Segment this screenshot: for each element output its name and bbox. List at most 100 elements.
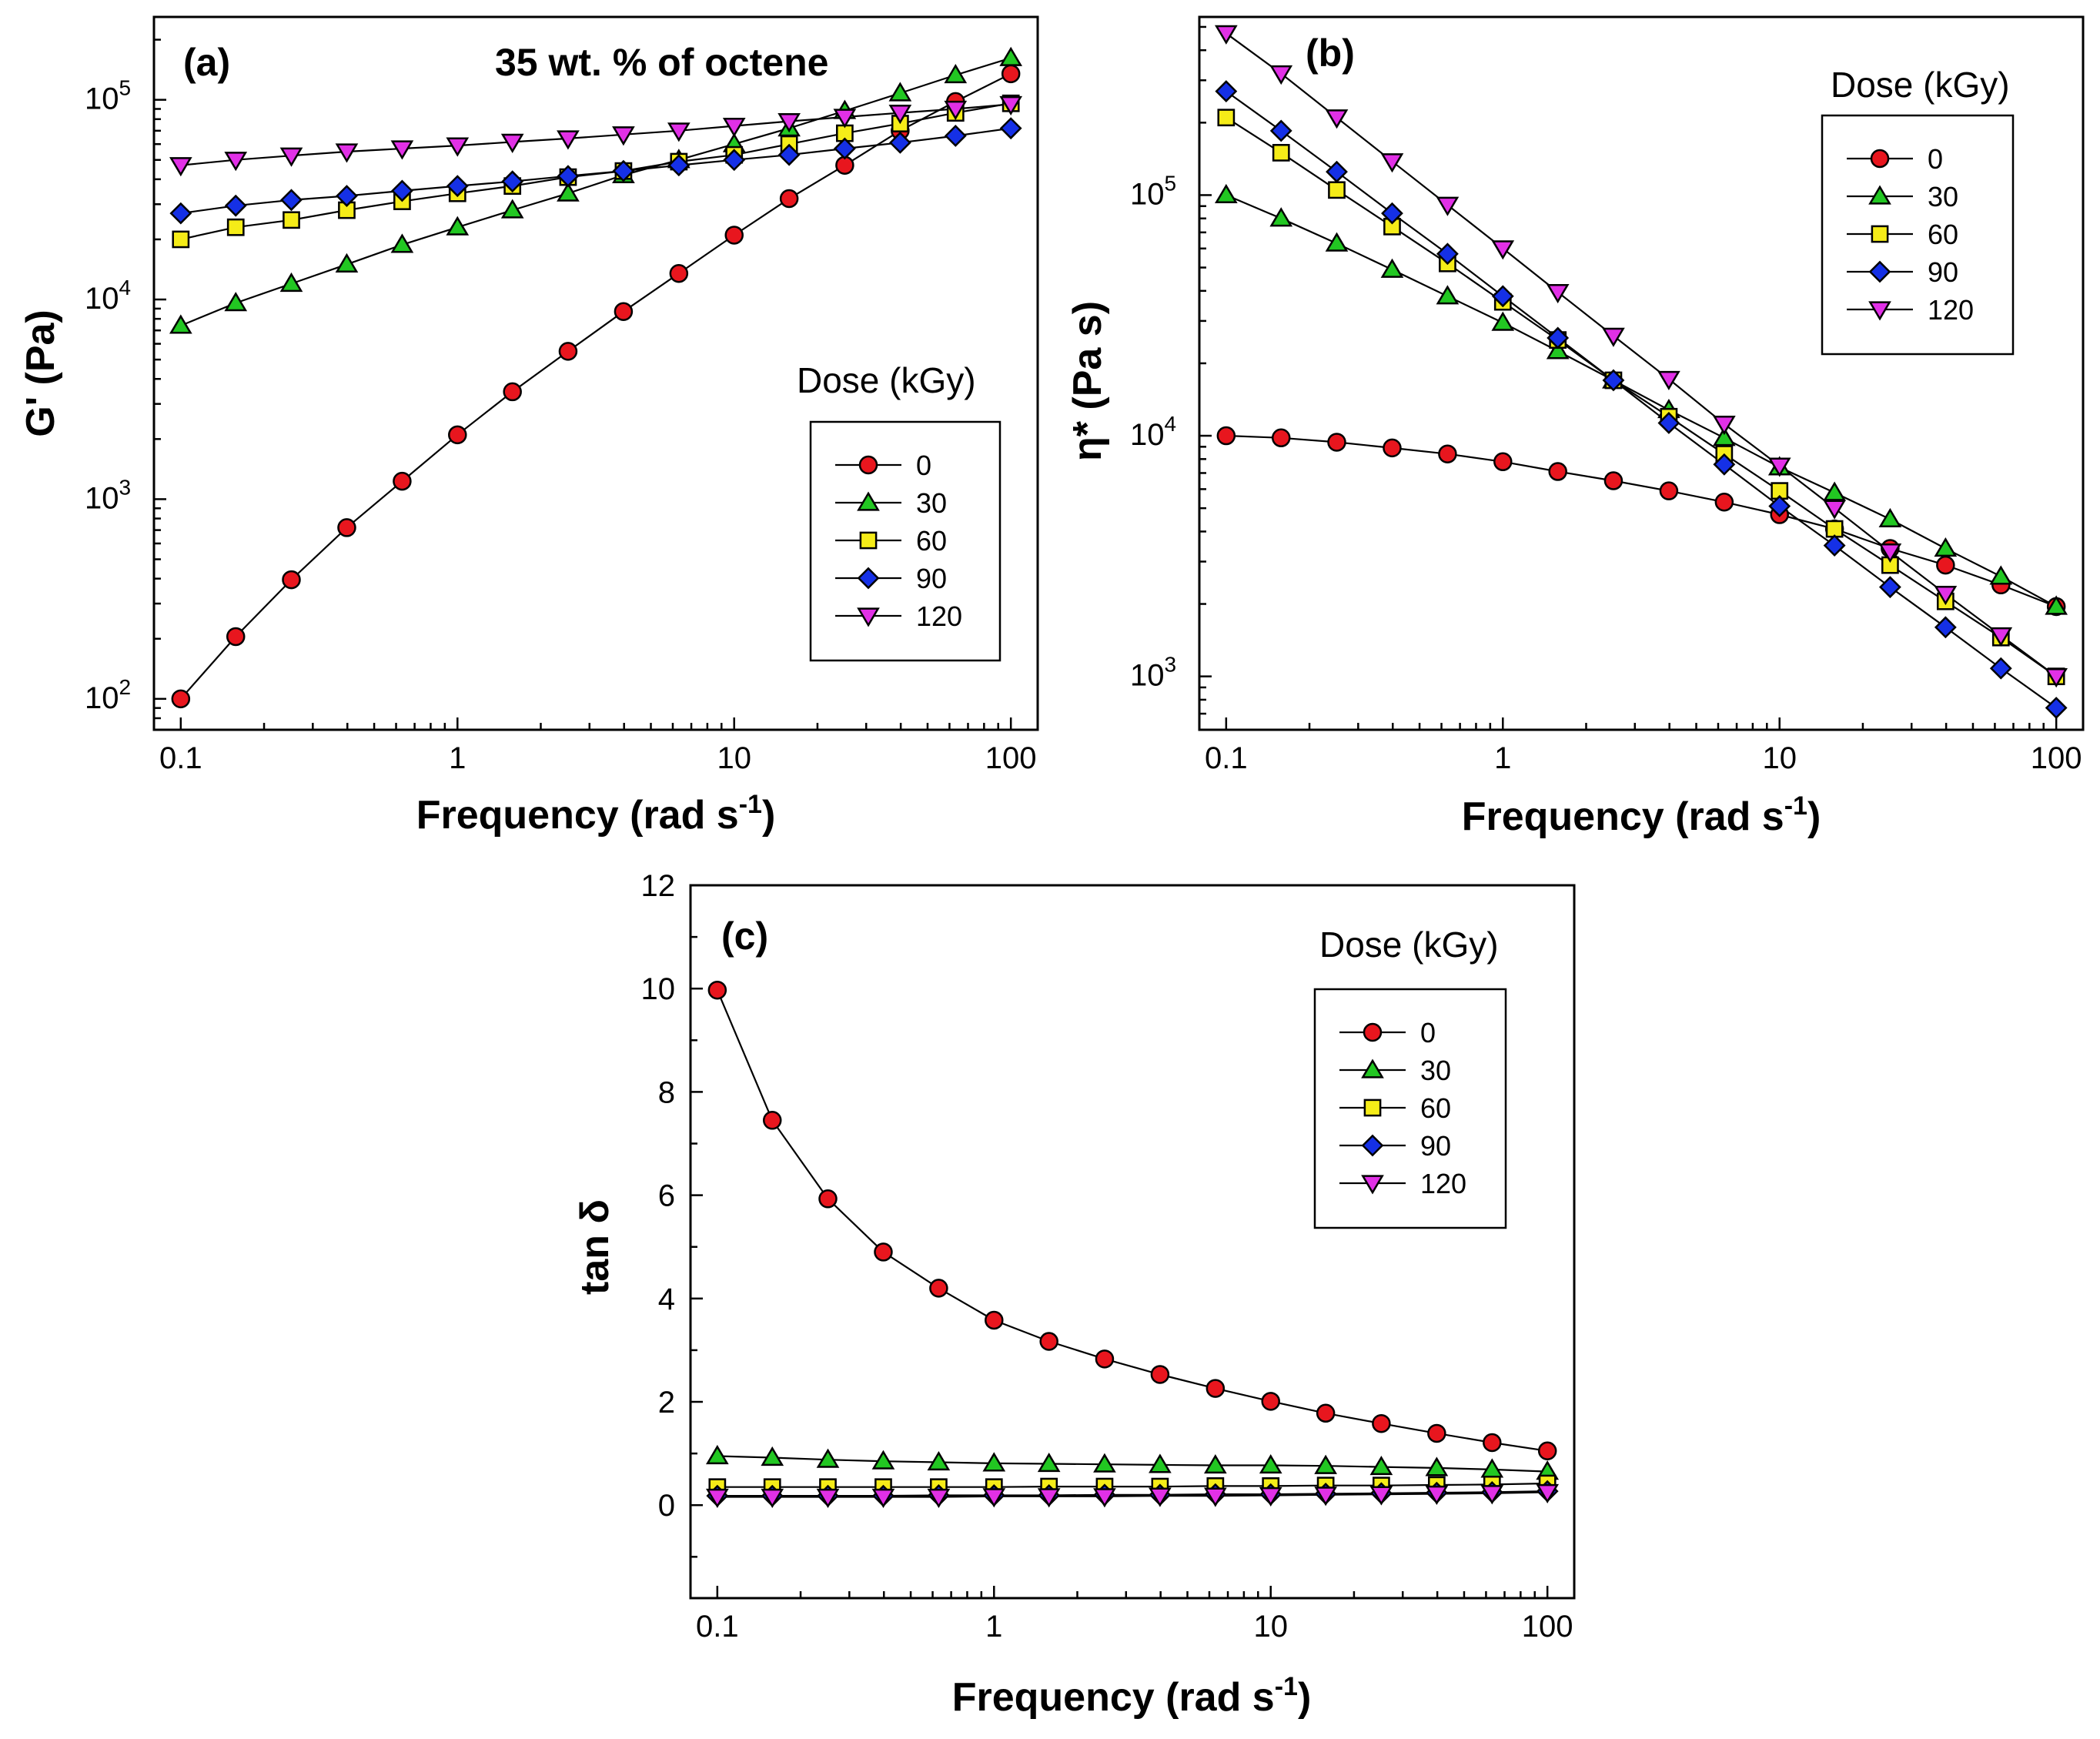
panel-b-series-0-point bbox=[1548, 462, 1567, 481]
panel-c-series-120-point bbox=[1149, 1487, 1172, 1507]
panel-b-series-30-line bbox=[1226, 194, 2057, 607]
panel-a-series-60-point bbox=[283, 211, 300, 229]
panel-c-series-30-point bbox=[1480, 1458, 1504, 1478]
panel-b-legend-label-0: 0 bbox=[1928, 143, 1943, 175]
panel-a-series-90-point bbox=[944, 125, 967, 147]
panel-b-series-0-point bbox=[1327, 433, 1346, 452]
panel-a-series-0-point bbox=[724, 226, 744, 245]
panel-a-markers bbox=[169, 46, 1023, 709]
panel-a-series-30-point bbox=[999, 46, 1023, 66]
panel-c-series-0-point bbox=[929, 1279, 948, 1298]
panel-a-series-120-point bbox=[279, 147, 303, 167]
panel-c-series-30-point bbox=[927, 1450, 951, 1471]
panel-c-series-120-point bbox=[1259, 1487, 1282, 1507]
panel-c-series-120-point bbox=[1425, 1485, 1449, 1506]
panel-a-ytick-exp: 5 bbox=[119, 76, 131, 100]
panel-b-series-30-point bbox=[1878, 507, 1902, 528]
panel-c-xlabel-end: ) bbox=[1298, 1675, 1311, 1720]
panel-a-series-90-point bbox=[612, 159, 635, 182]
panel-c-legend-label-0: 0 bbox=[1420, 1017, 1436, 1048]
panel-a-series-60-line bbox=[180, 102, 1012, 240]
panel-c-series-120-point bbox=[1536, 1483, 1560, 1504]
panel-a-series-90-point bbox=[723, 149, 746, 172]
panel-b-ytick-base: 10 bbox=[1130, 177, 1165, 211]
panel-c-legend-label-60: 60 bbox=[1420, 1092, 1451, 1124]
panel-b-xtick-label: 10 bbox=[1762, 741, 1797, 775]
panel-b-ylabel: η* (Pa s) bbox=[1065, 301, 1110, 461]
panel-c-series-0-point bbox=[1150, 1365, 1170, 1384]
panel-b-series-0-point bbox=[1383, 438, 1402, 458]
panel-a-series-120-point bbox=[777, 113, 801, 133]
panel-a-xlabel-sup: -1 bbox=[739, 790, 762, 819]
panel-b-series-30-point bbox=[2045, 595, 2068, 615]
panel-c-series-0-point bbox=[985, 1310, 1004, 1330]
panel-b-xtick-label: 1 bbox=[1494, 741, 1511, 775]
panel-a-series-0-point bbox=[226, 627, 246, 647]
panel-b-series-120-point bbox=[2045, 668, 2068, 688]
panel-a-series-60-point bbox=[226, 218, 245, 236]
panel-c-series-0-line bbox=[716, 989, 1548, 1452]
panel-b-series-30-point bbox=[1989, 565, 2013, 585]
panel-b-series-90-point bbox=[1878, 576, 1901, 599]
panel-b-series-90-point bbox=[1934, 616, 1957, 639]
panel-a-series-120-point bbox=[888, 105, 912, 125]
panel-c-series-0-point bbox=[1483, 1433, 1502, 1453]
panel-b-series-90-point bbox=[1381, 202, 1403, 225]
panel-c-series-0-point bbox=[1205, 1379, 1226, 1398]
panel-a-series-0-point bbox=[503, 382, 522, 402]
panel-c-legend-label-30: 30 bbox=[1420, 1055, 1451, 1086]
panel-b-series-30-point bbox=[1269, 207, 1293, 227]
panel-b-legend-marker-30 bbox=[1868, 185, 1891, 205]
panel-c-series-30-point bbox=[1425, 1456, 1449, 1476]
panel-a-series-90-point bbox=[999, 117, 1022, 140]
panel-a-series-90-point bbox=[888, 131, 911, 154]
panel-a-series-120-point bbox=[833, 109, 857, 129]
panel-a-legend-entries: 0 30 60 90 120 bbox=[835, 450, 962, 632]
panel-a-series-30-point bbox=[224, 292, 248, 312]
panel-b-series-120-point bbox=[1823, 500, 1846, 520]
panel-b-series-0-line bbox=[1226, 434, 2057, 608]
panel-b-series-90-point bbox=[1713, 453, 1736, 476]
panel-b-series-0-point bbox=[1659, 481, 1679, 500]
panel-c-series-120-point bbox=[761, 1488, 784, 1509]
panel-b-xlabel: Frequency (rad s-1) bbox=[1462, 791, 1821, 839]
panel-c-legend-marker-90 bbox=[1361, 1134, 1384, 1157]
panel-a-series-0-point bbox=[337, 518, 356, 537]
panel-a-xtick-label: 1 bbox=[449, 741, 466, 775]
panel-b-legend-marker-0 bbox=[1870, 149, 1890, 169]
panel-b-series-30-point bbox=[1713, 426, 1736, 446]
panel-a-series-90-point bbox=[446, 175, 469, 198]
panel-b-series-90-point bbox=[1436, 242, 1459, 266]
panel-c-ytick-label: 6 bbox=[658, 1179, 675, 1213]
panel-c-ytick-label: 10 bbox=[641, 972, 676, 1006]
panel-b-series-120-point bbox=[1713, 416, 1736, 436]
panel-b-series-90-point bbox=[1768, 495, 1791, 517]
panel-a-legend-marker-30 bbox=[857, 491, 880, 511]
panel-c-series-30-point bbox=[1259, 1453, 1282, 1474]
panel-a-series-30-point bbox=[888, 82, 912, 102]
panel-a-series-120-point bbox=[169, 157, 192, 177]
panel-c-ytick-label: 8 bbox=[658, 1075, 675, 1109]
panel-c-xtick-label: 100 bbox=[1522, 1610, 1573, 1644]
panel-c-series-60-line bbox=[717, 1482, 1548, 1488]
panel-a-ytick-base: 10 bbox=[85, 282, 119, 316]
panel-b-series-90-line bbox=[1226, 90, 2057, 709]
panel-b-ytick-exp: 5 bbox=[1164, 171, 1176, 195]
panel-a-series-90-point bbox=[833, 137, 856, 160]
panel-b-legend-label-120: 120 bbox=[1928, 294, 1974, 326]
panel-b-legend-marker-120 bbox=[1868, 301, 1891, 321]
panel-c-series-30-point bbox=[982, 1452, 1006, 1472]
panel-c-series-120-point bbox=[871, 1488, 895, 1509]
panel-a-annotation: 35 wt. % of octene bbox=[495, 41, 828, 84]
panel-a-label: (a) bbox=[183, 41, 230, 84]
panel-c-series-30-point bbox=[761, 1446, 784, 1466]
panel-a-series-0-point bbox=[1001, 64, 1021, 84]
panel-c-xlabel: Frequency (rad s-1) bbox=[952, 1672, 1312, 1720]
panel-c-legend-label-120: 120 bbox=[1420, 1168, 1466, 1199]
panel-c-series-30-line bbox=[717, 1455, 1548, 1473]
panel-b-xtick-label: 0.1 bbox=[1205, 741, 1248, 775]
panel-c-series-120-point bbox=[927, 1488, 951, 1509]
panel-a-series-30-point bbox=[335, 252, 359, 273]
